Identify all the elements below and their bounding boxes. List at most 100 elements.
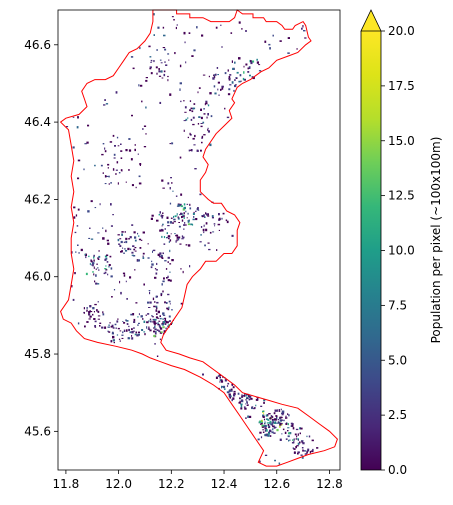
population-pixel [166, 232, 168, 235]
population-pixel [117, 234, 120, 236]
population-pixel [108, 264, 111, 266]
population-pixel [293, 438, 295, 441]
population-pixel [88, 237, 91, 239]
population-pixel [180, 205, 183, 208]
population-pixel [179, 214, 181, 216]
population-pixel [270, 415, 273, 418]
population-pixel [180, 268, 182, 270]
population-pixel [108, 324, 110, 326]
population-pixel [293, 448, 296, 450]
population-pixel [110, 340, 113, 343]
population-pixel [238, 401, 241, 404]
population-pixel [164, 318, 166, 321]
population-pixel [132, 255, 136, 257]
population-pixel [217, 375, 220, 377]
population-pixel [137, 331, 140, 333]
population-pixel [287, 430, 289, 432]
population-pixel [131, 335, 133, 337]
colorbar-tick-label: 10.0 [388, 244, 415, 258]
population-pixel [133, 248, 136, 251]
population-pixel [167, 236, 171, 238]
population-pixel [154, 343, 156, 345]
population-pixel [209, 143, 212, 147]
population-pixel [97, 283, 100, 285]
population-pixel [121, 233, 123, 236]
x-tick-label: 11.8 [53, 477, 80, 491]
population-pixel [271, 431, 274, 434]
population-pixel [153, 305, 156, 308]
population-pixel [169, 202, 172, 205]
population-pixel [200, 116, 203, 120]
population-pixel [259, 420, 262, 423]
population-pixel [265, 427, 267, 430]
population-pixel [142, 257, 145, 259]
population-pixel [311, 439, 314, 442]
population-pixels [66, 13, 319, 465]
population-pixel [108, 265, 110, 268]
population-pixel [240, 405, 243, 408]
population-pixel [206, 213, 209, 216]
population-pixel [164, 323, 167, 325]
population-pixel [107, 167, 109, 169]
population-pixel [93, 254, 95, 257]
population-pixel [265, 433, 269, 436]
population-pixel [94, 325, 96, 328]
x-tick-label: 12.4 [211, 477, 238, 491]
population-pixel [134, 247, 137, 249]
population-pixel [243, 78, 246, 81]
population-pixel [134, 236, 137, 239]
population-pixel [175, 195, 178, 197]
population-pixel [93, 318, 96, 320]
population-pixel [293, 441, 295, 444]
population-pixel [205, 228, 208, 232]
population-pixel [205, 212, 207, 215]
population-pixel [90, 200, 93, 203]
population-pixel [208, 248, 211, 251]
population-pixel [73, 206, 76, 209]
population-pixel [300, 427, 303, 430]
population-pixel [96, 309, 98, 312]
population-pixel [219, 376, 221, 379]
population-pixel [134, 269, 136, 271]
population-pixel [200, 149, 202, 152]
population-pixel [115, 173, 117, 175]
population-pixel [191, 55, 194, 57]
population-pixel [231, 390, 233, 392]
population-pixel [86, 309, 88, 312]
population-pixel [163, 321, 166, 324]
population-pixel [311, 450, 314, 453]
population-pixel [248, 66, 251, 68]
population-pixel [192, 213, 195, 215]
population-pixel [94, 320, 97, 323]
population-pixel [165, 268, 168, 270]
population-pixel [91, 262, 95, 265]
colorbar-tick-label: 2.5 [388, 408, 407, 422]
population-pixel [224, 107, 226, 110]
population-pixel [156, 295, 158, 298]
population-pixel [265, 424, 267, 427]
population-pixel [220, 379, 223, 381]
population-pixel [171, 309, 173, 311]
population-pixel [180, 302, 184, 305]
population-pixel [273, 412, 276, 415]
population-pixel [138, 182, 142, 185]
population-pixel [178, 238, 180, 241]
population-pixel [150, 72, 153, 75]
population-pixel [297, 452, 299, 455]
population-pixel [243, 406, 246, 408]
population-pixel [156, 72, 158, 75]
population-pixel [215, 26, 218, 29]
population-pixel [102, 143, 105, 145]
population-pixel [102, 313, 105, 316]
population-pixel [117, 318, 119, 320]
population-pixel [168, 306, 170, 309]
population-pixel [299, 441, 301, 444]
population-pixel [143, 146, 147, 148]
population-pixel [213, 85, 216, 88]
population-pixel [88, 311, 91, 314]
population-pixel [164, 48, 167, 51]
population-pixel [150, 59, 153, 62]
population-pixel [302, 442, 305, 445]
population-pixel [138, 84, 140, 87]
population-pixel [201, 215, 204, 217]
